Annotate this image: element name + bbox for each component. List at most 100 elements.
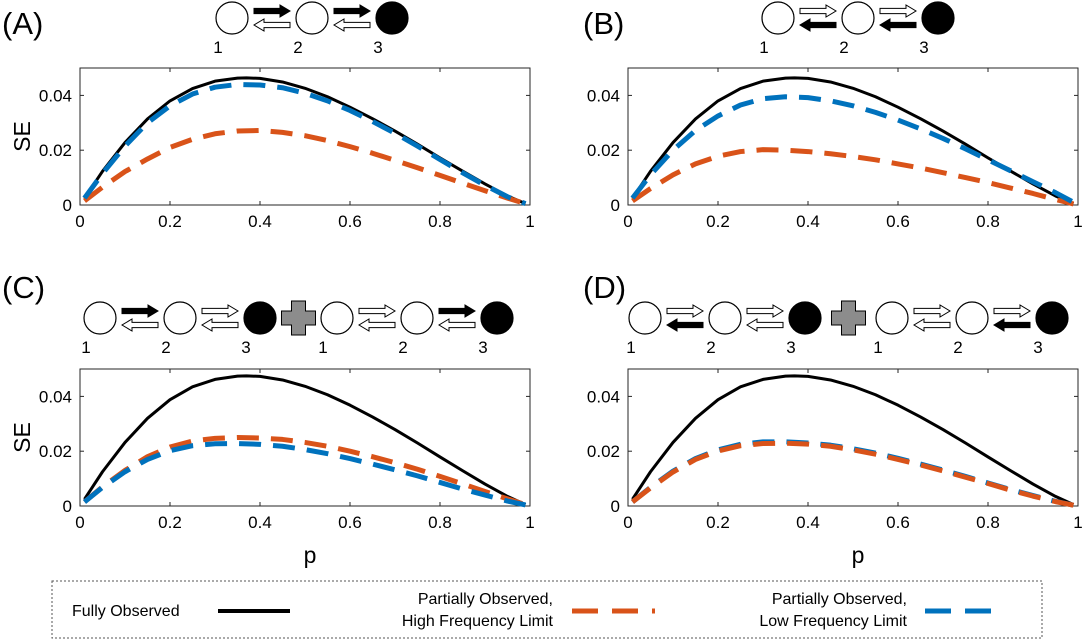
state-diagram: 1 2 3: [759, 1, 955, 57]
state-node-1: [875, 301, 909, 335]
series-line-high-frequency: [630, 440, 1074, 508]
state-node-label: 2: [293, 38, 302, 57]
forward-arrow: [879, 4, 917, 18]
backward-arrow: [913, 318, 951, 332]
backward-arrow: [358, 318, 396, 332]
y-axis-label: SE: [9, 422, 35, 453]
forward-arrow: [121, 304, 159, 318]
x-tick-label: 1: [1073, 212, 1082, 231]
backward-arrow: [121, 318, 159, 332]
series-line-low-frequency: [630, 94, 1075, 205]
x-tick-label: 0.6: [886, 513, 910, 532]
state-node-label: 3: [241, 338, 250, 357]
legend-item: Fully Observed: [72, 603, 290, 620]
legend-label: Partially Observed,: [772, 591, 907, 608]
state-node-3: [788, 301, 822, 335]
legend-box: [51, 580, 1043, 639]
series-line-fully-observed: [83, 374, 527, 506]
y-tick-label: 0.04: [587, 86, 620, 105]
backward-arrow: [253, 18, 291, 32]
state-node-2: [841, 1, 875, 35]
state-node-1: [320, 301, 354, 335]
state-node-label: 1: [759, 38, 768, 57]
series-line-low-frequency: [82, 441, 527, 508]
forward-arrow: [438, 304, 476, 318]
x-tick-label: 0.2: [706, 513, 730, 532]
series-line-fully-observed: [631, 374, 1075, 506]
x-tick-label: 0.8: [428, 212, 452, 231]
legend-label: Partially Observed,: [418, 591, 553, 608]
series-line-high-frequency: [631, 147, 1075, 207]
panel-b: (B) 1 2 3 0 0.2 0.4 0.6 0.8 1 0 0.02 0.04: [583, 1, 1083, 231]
backward-arrow: [438, 318, 476, 332]
plus-icon: [281, 300, 316, 336]
x-tick-label: 0.4: [248, 513, 272, 532]
x-tick-label: 0.4: [796, 513, 820, 532]
panel-d: (D) 1 2 3 1 2 3 0 0.2 0.4 0.6 0.8 1 0 0.02 0.04 p: [583, 270, 1083, 568]
state-node-label: 3: [919, 38, 928, 57]
y-tick-label: 0.02: [39, 141, 72, 160]
backward-arrow: [666, 318, 704, 332]
state-node-label: 2: [953, 338, 962, 357]
y-tick-label: 0.02: [587, 141, 620, 160]
x-tick-label: 0.8: [976, 513, 1000, 532]
state-node-2: [400, 301, 434, 335]
state-diagram: 1 2 3 1 2 3: [81, 300, 514, 357]
legend: Fully Observed Partially Observed, High Fr…: [51, 580, 1043, 639]
state-node-label: 2: [839, 38, 848, 57]
state-node-label: 1: [873, 338, 882, 357]
state-node-label: 2: [161, 338, 170, 357]
plot-area: [79, 368, 531, 507]
backward-arrow: [799, 18, 837, 32]
legend-item: Partially Observed, Low Frequency Limit: [759, 591, 1005, 630]
state-node-label: 3: [786, 338, 795, 357]
series-line-low-frequency: [82, 81, 527, 206]
state-node-2: [163, 301, 197, 335]
state-node-1: [761, 1, 795, 35]
backward-arrow: [879, 18, 917, 32]
y-tick-label: 0: [611, 196, 620, 215]
state-node-3: [1035, 301, 1069, 335]
panel-letter: (A): [2, 6, 43, 41]
state-node-3: [480, 301, 514, 335]
x-tick-label: 1: [525, 513, 534, 532]
x-tick-label: 1: [525, 212, 534, 231]
forward-arrow: [666, 304, 704, 318]
state-diagram: 1 2 3: [213, 1, 409, 57]
x-axis-label: p: [304, 542, 317, 568]
y-tick-label: 0.02: [39, 442, 72, 461]
state-node-2: [708, 301, 742, 335]
state-node-1: [215, 1, 249, 35]
x-tick-label: 0.2: [158, 212, 182, 231]
forward-arrow: [993, 304, 1031, 318]
panel-letter: (D): [583, 270, 626, 305]
state-node-label: 3: [373, 38, 382, 57]
panel-letter: (B): [583, 6, 624, 41]
state-node-label: 1: [318, 338, 327, 357]
panel-letter: (C): [2, 270, 45, 305]
state-node-1: [628, 301, 662, 335]
y-tick-label: 0.04: [39, 387, 72, 406]
state-node-2: [295, 1, 329, 35]
state-node-3: [375, 1, 409, 35]
x-tick-label: 0: [623, 513, 632, 532]
state-diagram: 1 2 3 1 2 3: [626, 300, 1069, 357]
plus-icon: [831, 300, 866, 336]
forward-arrow: [201, 304, 239, 318]
x-tick-label: 0.2: [706, 212, 730, 231]
y-tick-label: 0.02: [587, 442, 620, 461]
forward-arrow: [913, 304, 951, 318]
state-node-label: 2: [398, 338, 407, 357]
forward-arrow: [253, 4, 291, 18]
x-tick-label: 0.6: [338, 212, 362, 231]
state-node-label: 1: [81, 338, 90, 357]
y-tick-label: 0: [63, 497, 72, 516]
x-tick-label: 0.8: [428, 513, 452, 532]
state-node-label: 2: [706, 338, 715, 357]
plot-area: [627, 368, 1079, 507]
x-tick-label: 0: [75, 212, 84, 231]
series-line-high-frequency: [82, 435, 527, 508]
x-tick-label: 0.2: [158, 513, 182, 532]
